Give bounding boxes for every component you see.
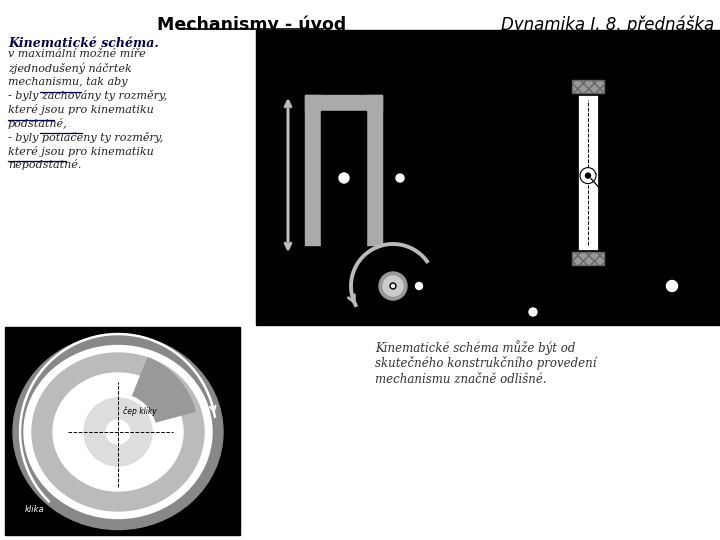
Ellipse shape	[13, 334, 223, 530]
Ellipse shape	[53, 373, 183, 491]
Text: zjednodušený náčrtek: zjednodušený náčrtek	[8, 63, 132, 75]
Text: podstatné,: podstatné,	[8, 118, 68, 129]
Circle shape	[84, 398, 152, 466]
Text: - byly potlačeny ty rozměry,: - byly potlačeny ty rozměry,	[8, 132, 163, 143]
Circle shape	[80, 394, 156, 470]
Circle shape	[585, 173, 590, 178]
Text: které jsou pro kinematiku: které jsou pro kinematiku	[8, 104, 154, 115]
Bar	[5, 327, 240, 535]
Bar	[578, 95, 598, 250]
Bar	[572, 252, 604, 265]
Circle shape	[379, 272, 407, 300]
Circle shape	[667, 280, 678, 292]
Wedge shape	[118, 358, 195, 432]
Bar	[572, 80, 604, 93]
Circle shape	[383, 276, 403, 296]
Ellipse shape	[24, 346, 212, 518]
Circle shape	[339, 173, 349, 183]
Circle shape	[529, 308, 537, 316]
Bar	[305, 95, 321, 245]
Text: mechanismu značně odlišné.: mechanismu značně odlišné.	[375, 373, 546, 386]
Text: Dynamika I, 8. přednáška: Dynamika I, 8. přednáška	[500, 15, 714, 33]
Circle shape	[396, 174, 404, 182]
Circle shape	[390, 283, 396, 289]
Text: Kinematické schéma.: Kinematické schéma.	[8, 37, 158, 50]
Text: čep kliky: čep kliky	[123, 407, 157, 416]
Circle shape	[580, 167, 596, 184]
Circle shape	[106, 420, 130, 444]
Bar	[366, 95, 382, 245]
Text: mechanismu, tak aby: mechanismu, tak aby	[8, 77, 127, 86]
Text: skutečného konstrukčního provedení: skutečného konstrukčního provedení	[375, 356, 596, 370]
Text: - byly zachovány ty rozměry,: - byly zachovány ty rozměry,	[8, 90, 167, 102]
Text: Mechanismy - úvod: Mechanismy - úvod	[158, 15, 346, 33]
Circle shape	[415, 282, 423, 289]
Text: v maximální možné míře: v maximální možné míře	[8, 49, 145, 59]
Text: Kinematické schéma může být od: Kinematické schéma může být od	[375, 340, 575, 355]
Bar	[321, 111, 366, 245]
Circle shape	[392, 285, 395, 287]
Text: klika: klika	[25, 505, 45, 514]
Bar	[305, 95, 382, 111]
Text: které jsou pro kinematiku: které jsou pro kinematiku	[8, 146, 154, 157]
Text: nepodstatné.: nepodstatné.	[8, 159, 81, 171]
Ellipse shape	[32, 353, 204, 511]
Bar	[256, 30, 720, 325]
